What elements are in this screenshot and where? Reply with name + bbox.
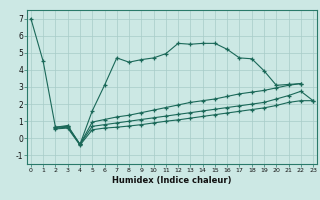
X-axis label: Humidex (Indice chaleur): Humidex (Indice chaleur) <box>112 176 232 185</box>
